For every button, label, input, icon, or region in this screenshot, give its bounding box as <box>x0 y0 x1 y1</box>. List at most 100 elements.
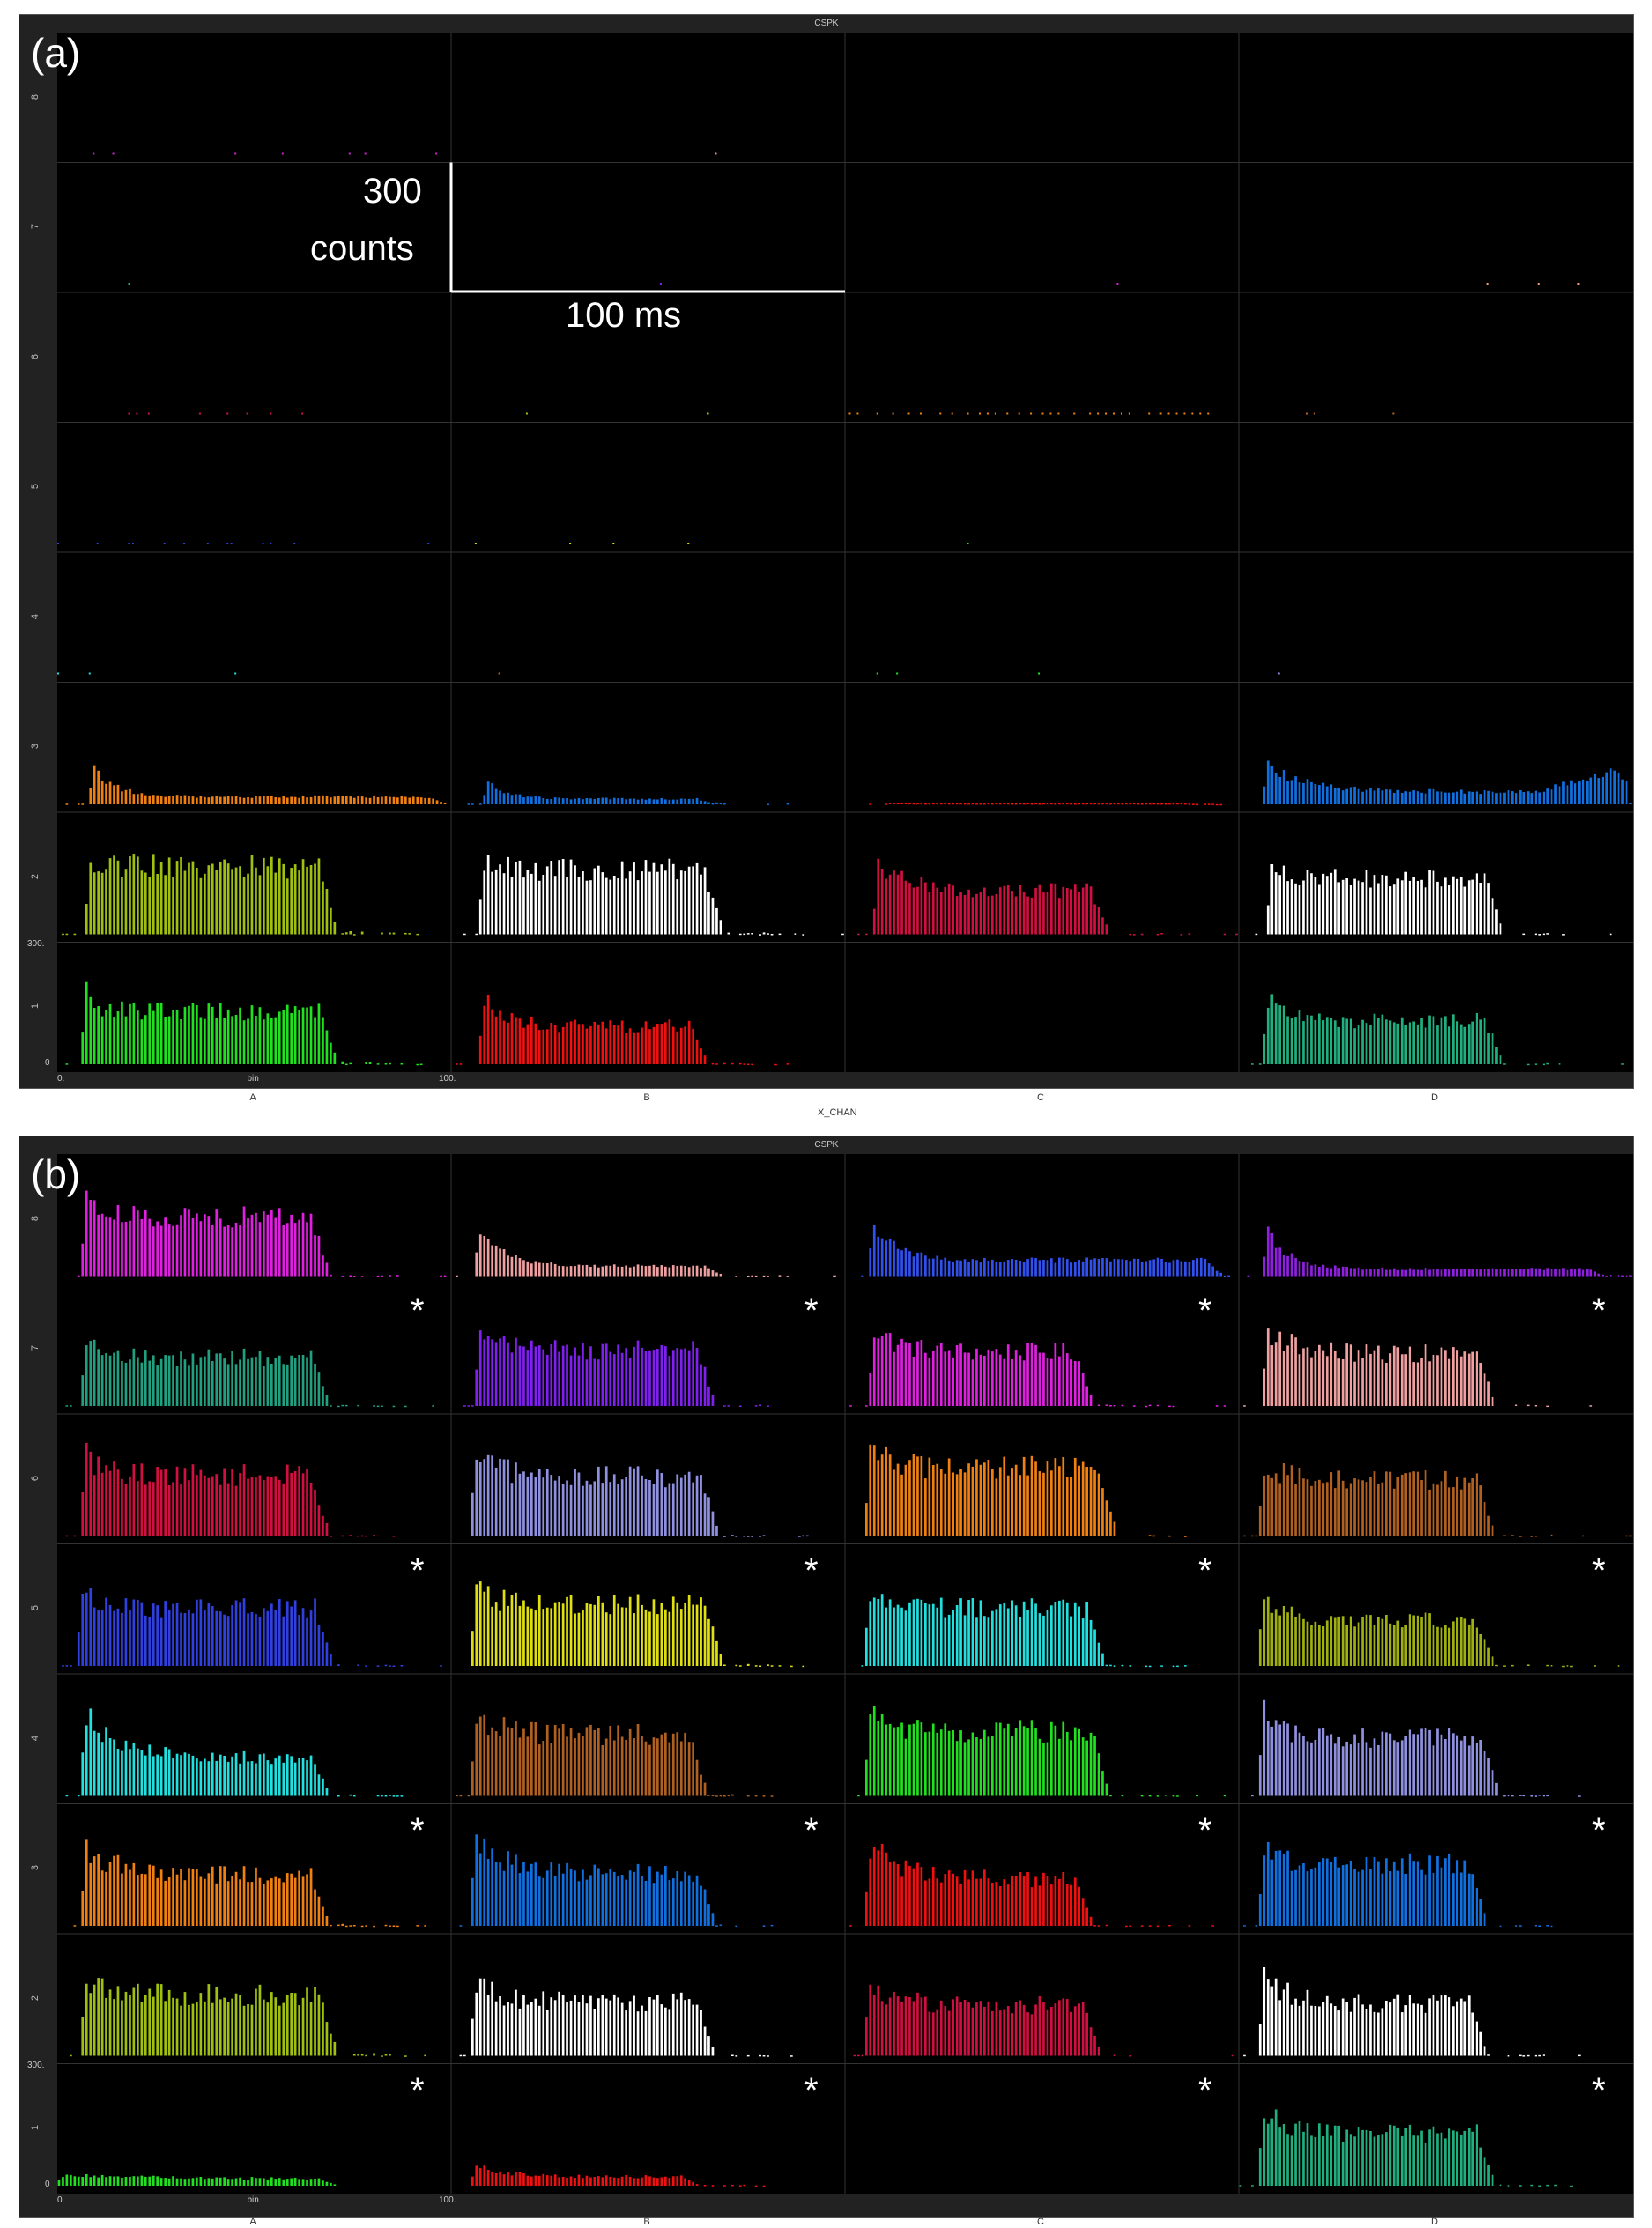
histogram-bar <box>93 1607 96 1666</box>
histogram-bar <box>1274 1609 1278 1666</box>
histogram-bar <box>802 1535 805 1537</box>
histogram-bar <box>1065 1259 1069 1277</box>
histogram-bar <box>1026 803 1029 805</box>
histogram-bar <box>471 2018 474 2056</box>
histogram-bar <box>1416 1362 1419 1406</box>
histogram-bar <box>700 800 702 804</box>
histogram-bar <box>1322 1728 1325 1796</box>
histogram-bar <box>893 1240 895 1277</box>
histogram-bar <box>676 1602 679 1666</box>
histogram-bar <box>625 1348 627 1406</box>
histogram-bar <box>416 1063 419 1066</box>
histogram-bar <box>664 1487 667 1536</box>
histogram-bar <box>684 2178 686 2186</box>
histogram-bar <box>239 1602 241 1666</box>
histogram-bar <box>1325 1356 1329 1406</box>
histogram-bar <box>648 1480 651 1536</box>
histogram-bar <box>660 1024 663 1064</box>
histogram-bar <box>644 1880 648 1926</box>
histogram-bar <box>1428 1729 1431 1796</box>
histogram-bar <box>140 793 144 804</box>
histogram-bar <box>1255 1925 1258 1927</box>
histogram-bar <box>762 1275 766 1277</box>
histogram-bar <box>959 1469 962 1536</box>
histogram-bar <box>1286 881 1289 935</box>
histogram-bar <box>491 1727 493 1796</box>
histogram-bar <box>577 1881 581 1926</box>
histogram-bar <box>770 1795 774 1797</box>
histogram-bar <box>1456 1350 1459 1406</box>
histogram-bar <box>952 1999 954 2056</box>
histogram-bar <box>1550 1925 1553 1928</box>
histogram-bar <box>1467 1269 1471 1277</box>
histogram-bar <box>671 1596 675 1666</box>
histogram-bar <box>735 1925 738 1928</box>
histogram-bar <box>1019 2000 1021 2056</box>
histogram-bar <box>219 862 222 935</box>
histogram-bar <box>1266 1596 1270 1666</box>
histogram-bar <box>278 1599 281 1666</box>
histogram-bar <box>991 1259 994 1277</box>
histogram-bar <box>1211 1925 1214 1927</box>
histogram-bar <box>499 1862 501 1926</box>
histogram-bar <box>502 2005 506 2056</box>
histogram-bar <box>298 870 300 935</box>
histogram-bar <box>550 1608 553 1666</box>
histogram-bar <box>1625 781 1628 804</box>
histogram-bar <box>1629 1275 1632 1277</box>
histogram-bar <box>239 796 241 804</box>
histogram-bar <box>239 1879 241 1926</box>
histogram-bar <box>167 1224 171 1277</box>
histogram-bar <box>1097 1473 1100 1536</box>
histogram-bar <box>341 1276 344 1277</box>
histogram-bar <box>1034 2004 1037 2056</box>
histogram-bar <box>1511 1664 1514 1667</box>
histogram-bar <box>1274 2109 1278 2186</box>
histogram-bar <box>1078 803 1080 805</box>
histogram-bar <box>317 1236 321 1277</box>
histogram-bar <box>1629 803 1632 804</box>
histogram-bar <box>1038 1996 1041 2056</box>
histogram-bar <box>1526 1404 1530 1407</box>
histogram-bar <box>983 1729 986 1796</box>
histogram-bar <box>1542 2054 1545 2056</box>
histogram-bar <box>226 1364 230 1406</box>
histogram-bar <box>219 1003 222 1064</box>
histogram-bar <box>979 1878 982 1926</box>
histogram-bar <box>534 1477 537 1536</box>
histogram-bar <box>1148 1665 1152 1668</box>
histogram-bar <box>802 934 805 936</box>
histogram-bar <box>656 1738 659 1796</box>
histogram-bar <box>163 543 166 544</box>
histogram-bar <box>711 897 715 935</box>
histogram-bar <box>620 797 624 804</box>
histogram-bar <box>223 1866 226 1926</box>
histogram-bar <box>1519 1795 1522 1796</box>
histogram-bar <box>534 1862 537 1926</box>
histogram-bar <box>1034 1876 1037 1926</box>
histogram-bar <box>1030 1257 1033 1277</box>
histogram-bar <box>1286 1850 1289 1926</box>
histogram-bar <box>767 1276 769 1277</box>
histogram-bar <box>671 1733 675 1796</box>
histogram-bar <box>1554 2184 1557 2187</box>
histogram-bar <box>550 861 553 935</box>
histogram-bar <box>234 2178 238 2186</box>
histogram-bar <box>900 1474 903 1536</box>
histogram-bar <box>1073 1727 1077 1796</box>
histogram-bar <box>569 2176 573 2186</box>
histogram-bar <box>1089 2027 1093 2056</box>
histogram-bar <box>692 1881 694 1926</box>
histogram-bar <box>1062 1998 1065 2056</box>
histogram-bar <box>1408 791 1411 804</box>
y-tick-zero: 0 <box>45 1058 50 1068</box>
histogram-bar <box>1322 1858 1325 1926</box>
row-label: 5 <box>30 1605 41 1611</box>
y-tick-max: 300. <box>27 938 45 949</box>
histogram-bar <box>920 1252 923 1277</box>
histogram-bar <box>537 1030 541 1064</box>
histogram-bar <box>1302 782 1305 804</box>
histogram-bar <box>1188 803 1191 805</box>
histogram-bar <box>1404 1874 1407 1926</box>
histogram-bar <box>1345 1864 1348 1926</box>
